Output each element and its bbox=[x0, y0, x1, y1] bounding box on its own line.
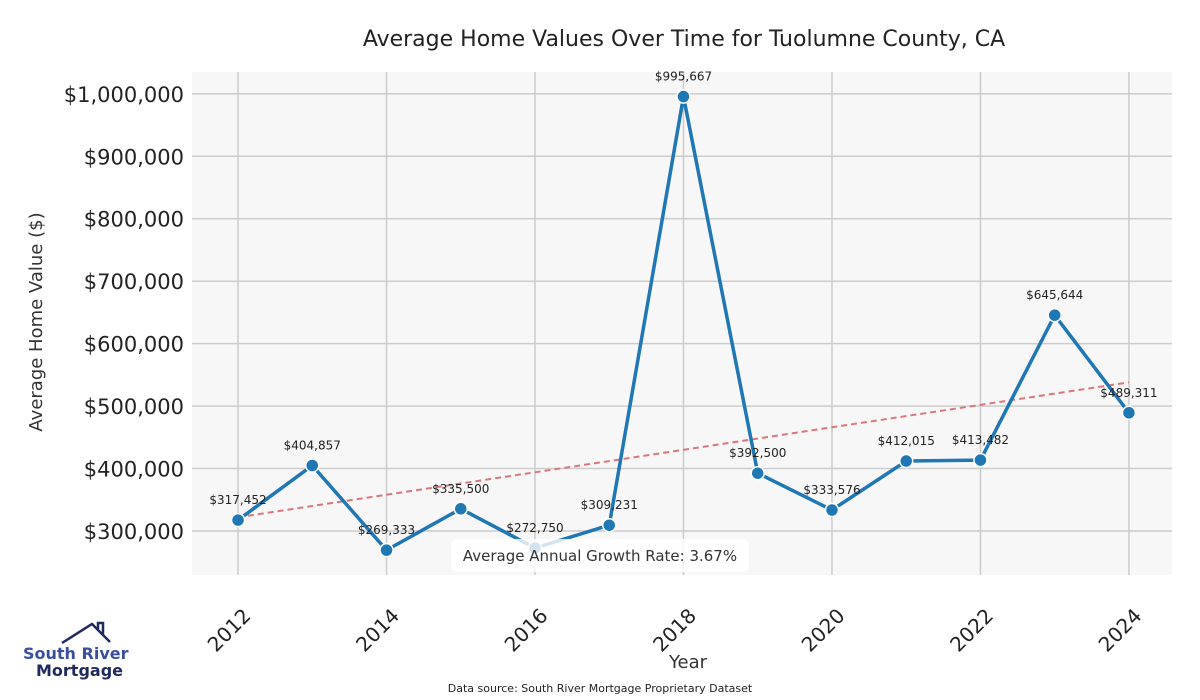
y-tick-label: $700,000 bbox=[84, 270, 184, 294]
y-tick-label: $300,000 bbox=[84, 520, 184, 544]
data-label: $269,333 bbox=[358, 523, 415, 537]
x-tick-label: 2016 bbox=[500, 604, 553, 657]
y-axis-label: Average Home Value ($) bbox=[26, 212, 47, 431]
house-roof-icon bbox=[61, 621, 111, 645]
x-tick-label: 2012 bbox=[203, 604, 256, 657]
x-tick-label: 2018 bbox=[648, 604, 701, 657]
growth-rate-annotation: Average Annual Growth Rate: 3.67% bbox=[451, 539, 749, 572]
x-tick-label: 2024 bbox=[1094, 604, 1147, 657]
data-point bbox=[1121, 405, 1137, 421]
y-tick-label: $600,000 bbox=[84, 333, 184, 357]
data-label: $392,500 bbox=[729, 446, 786, 460]
data-label: $645,644 bbox=[1026, 288, 1083, 302]
data-point bbox=[305, 458, 320, 473]
data-label: $489,311 bbox=[1100, 386, 1157, 400]
y-tick-label: $800,000 bbox=[84, 208, 184, 232]
x-tick-label: 2014 bbox=[351, 604, 404, 657]
x-tick-label: 2022 bbox=[945, 604, 998, 657]
data-point bbox=[1047, 307, 1062, 323]
data-label: $412,015 bbox=[878, 434, 935, 448]
south-river-mortgage-logo: South River Mortgage bbox=[23, 621, 129, 680]
chart-title: Average Home Values Over Time for Tuolum… bbox=[363, 27, 1005, 52]
annotation-text: Average Annual Growth Rate: 3.67% bbox=[463, 547, 737, 565]
y-tick-label: $400,000 bbox=[84, 458, 184, 482]
data-label: $272,750 bbox=[506, 521, 563, 535]
data-label: $995,667 bbox=[655, 70, 712, 84]
y-tick-label: $500,000 bbox=[84, 395, 184, 419]
data-point bbox=[898, 453, 914, 469]
data-point bbox=[973, 452, 988, 468]
data-label: $333,576 bbox=[803, 483, 860, 497]
data-point bbox=[379, 542, 394, 558]
data-label: $335,500 bbox=[432, 482, 489, 496]
plot-background bbox=[192, 72, 1172, 575]
data-point bbox=[601, 517, 617, 533]
data-point bbox=[750, 465, 765, 481]
logo-line2: Mortgage bbox=[36, 661, 123, 680]
y-tick-label: $900,000 bbox=[84, 145, 184, 169]
data-label: $309,231 bbox=[581, 498, 638, 512]
data-source-note: Data source: South River Mortgage Propri… bbox=[448, 682, 753, 695]
data-label: $404,857 bbox=[284, 438, 341, 452]
y-tick-label: $1,000,000 bbox=[64, 83, 184, 107]
data-point bbox=[453, 501, 469, 517]
trend-line bbox=[237, 381, 1130, 519]
data-point bbox=[824, 502, 840, 518]
data-label: $413,482 bbox=[952, 433, 1009, 447]
data-point bbox=[676, 89, 691, 104]
data-point bbox=[230, 512, 246, 528]
x-axis-label: Year bbox=[668, 652, 708, 673]
x-tick-label: 2020 bbox=[797, 604, 850, 657]
data-label: $317,452 bbox=[209, 493, 266, 507]
logo-line1: South River bbox=[23, 644, 129, 663]
